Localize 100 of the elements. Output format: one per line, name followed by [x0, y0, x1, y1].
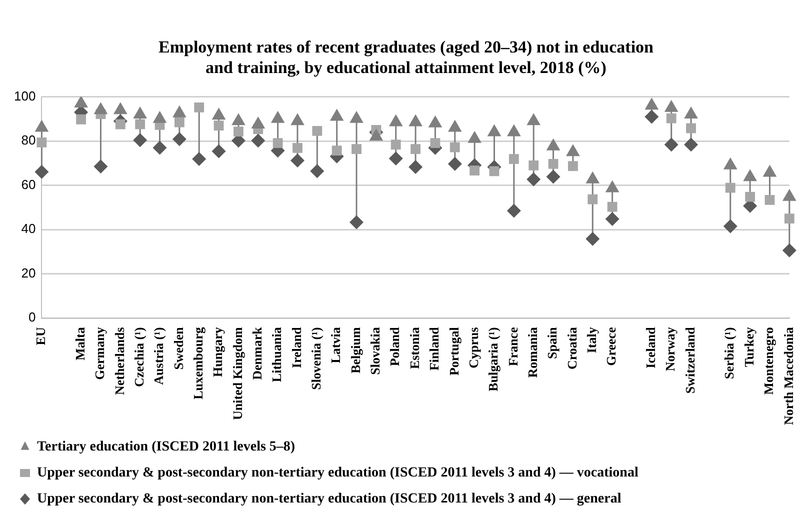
point: [764, 195, 775, 205]
point: [666, 113, 676, 124]
x-tick-label: North Macedonia: [780, 326, 796, 426]
point: [548, 158, 558, 169]
x-tick-label: Ireland: [288, 326, 304, 368]
x-tick-label: Switzerland: [682, 326, 698, 394]
x-tick-label: Romania: [524, 326, 540, 378]
point: [725, 182, 736, 193]
point: [194, 102, 204, 112]
x-tick-label: Greece: [604, 326, 619, 366]
point: [192, 152, 206, 166]
legend-label: Upper secondary & post-secondary non-tertiary education (ISCED 2011 levels 3 and 4) — general: [37, 492, 622, 507]
point: [312, 126, 322, 136]
point: [115, 119, 126, 130]
x-tick-label: Turkey: [741, 326, 756, 368]
point: [272, 138, 283, 148]
point: [782, 243, 796, 258]
x-tick-label: Montenegro: [761, 327, 776, 395]
point: [34, 164, 49, 179]
point: [588, 194, 598, 204]
y-tick-label: 60: [21, 176, 36, 192]
x-tick-label: EU: [33, 326, 48, 346]
point: [506, 204, 521, 218]
x-tick-label: Netherlands: [112, 327, 127, 396]
x-tick-label: Spain: [544, 326, 560, 359]
point: [607, 202, 618, 212]
point: [290, 154, 304, 168]
legend-label: Upper secondary & post-secondary non-tertiary education (ISCED 2011 levels 3 and 4) — vocational: [37, 466, 638, 481]
point: [350, 215, 364, 230]
point: [352, 144, 362, 154]
x-tick-label: Lithuania: [269, 326, 284, 382]
point: [74, 96, 88, 108]
x-tick-label: Bulgaria (¹): [486, 327, 501, 392]
x-tick-label: Latvia: [328, 326, 344, 364]
point: [152, 140, 167, 155]
point: [430, 138, 440, 148]
point: [470, 166, 480, 176]
x-tick-label: France: [505, 326, 520, 366]
x-tick-label: Luxembourg: [190, 326, 206, 400]
point: [408, 160, 423, 174]
x-tick-label: Cyprus: [466, 327, 481, 368]
point: [212, 144, 226, 158]
point: [332, 146, 342, 156]
x-tick-label: Slovakia: [368, 326, 383, 375]
y-tick-label: 40: [21, 221, 36, 236]
point: [784, 214, 794, 224]
x-tick-label: Iceland: [643, 326, 658, 368]
x-tick-label: Austria (¹): [151, 327, 166, 385]
x-tick-label: Sweden: [170, 326, 186, 370]
x-tick-label: Czechia (¹): [131, 327, 146, 388]
x-tick-label: Croatia: [564, 326, 580, 370]
point: [410, 144, 420, 154]
chart-title: Employment rates of recent graduates (aged 20–34) not in education and training, by educational attainment level, 2018 (%): [158, 38, 654, 77]
point: [214, 120, 224, 131]
point: [546, 170, 560, 184]
point: [390, 140, 401, 150]
point: [310, 164, 324, 178]
point: [76, 114, 86, 124]
point: [450, 142, 460, 152]
point: [94, 160, 108, 174]
point: [135, 119, 146, 130]
point: [251, 134, 266, 148]
point: [388, 152, 403, 166]
x-tick-label: Portugal: [446, 326, 462, 376]
point: [686, 123, 696, 134]
x-tick-label: Serbia (¹): [722, 327, 737, 380]
x-tick-label: Italy: [584, 326, 599, 354]
point: [745, 192, 755, 202]
x-tick-label: Norway: [662, 326, 678, 372]
point: [292, 142, 302, 153]
point: [528, 160, 539, 170]
x-tick-label: Estonia: [406, 326, 422, 370]
y-tick-label: 0: [28, 310, 36, 325]
point: [234, 126, 244, 136]
point: [489, 166, 500, 176]
point: [723, 219, 738, 234]
x-tick-label: Belgium: [348, 326, 363, 374]
point: [526, 172, 541, 186]
point: [664, 138, 678, 152]
legend-label: Tertiary education (ISCED 2011 levels 5–8): [37, 440, 296, 455]
x-tick-label: Germany: [92, 326, 108, 380]
point: [605, 212, 620, 226]
y-tick-label: 20: [21, 265, 36, 280]
point: [448, 156, 462, 171]
point: [684, 138, 698, 152]
point: [568, 161, 578, 172]
x-tick-label: United Kingdom: [230, 326, 245, 420]
x-tick-label: Malta: [72, 326, 88, 360]
point: [36, 137, 47, 148]
point: [133, 133, 148, 148]
point: [172, 132, 186, 146]
point: [508, 154, 519, 164]
x-tick-label: Finland: [426, 326, 442, 371]
x-tick-label: Denmark: [249, 326, 264, 380]
point: [644, 110, 659, 124]
y-tick-label: 80: [21, 132, 36, 148]
point: [174, 117, 184, 128]
x-tick-label: Slovenia (¹): [308, 327, 324, 390]
point: [586, 232, 600, 246]
y-tick-label: 100: [14, 88, 36, 104]
